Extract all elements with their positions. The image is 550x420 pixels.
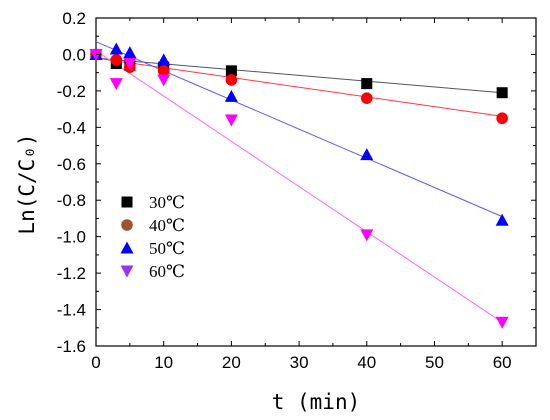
y-tick-label: -1.4 bbox=[57, 301, 86, 320]
data-point-series-3 bbox=[360, 148, 374, 161]
x-tick-label: 20 bbox=[222, 353, 241, 372]
y-tick-label: -0.4 bbox=[57, 118, 86, 137]
legend-marker-3 bbox=[120, 241, 134, 254]
data-point-series-2 bbox=[496, 112, 508, 125]
data-point-series-2 bbox=[360, 92, 373, 104]
y-tick-label: -1.6 bbox=[57, 337, 86, 356]
y-tick-label: -1.0 bbox=[57, 228, 86, 247]
legend-label-3: 50℃ bbox=[149, 239, 185, 258]
data-point-series-1 bbox=[225, 65, 237, 77]
data-point-series-2 bbox=[225, 74, 238, 86]
legend-label-1: 30℃ bbox=[149, 193, 185, 212]
y-tick-label: -1.2 bbox=[57, 264, 86, 283]
fit-line-series-4 bbox=[95, 50, 503, 323]
data-point-series-4 bbox=[495, 316, 509, 329]
legend: 30℃ 40℃ 50℃ 60℃ bbox=[120, 193, 185, 281]
x-tick-label: 0 bbox=[91, 353, 100, 372]
legend-label-2: 40℃ bbox=[149, 216, 185, 235]
data-point-series-4 bbox=[360, 229, 374, 242]
legend-marker-1 bbox=[121, 196, 133, 208]
data-point-series-4 bbox=[157, 74, 171, 87]
y-tick-label: -0.8 bbox=[57, 191, 86, 210]
data-point-series-4 bbox=[109, 78, 123, 91]
data-point-series-2 bbox=[110, 54, 123, 66]
data-point-series-3 bbox=[123, 46, 137, 59]
data-markers bbox=[89, 42, 509, 329]
data-point-series-2 bbox=[157, 65, 170, 77]
x-tick-label: 60 bbox=[493, 353, 512, 372]
data-point-series-3 bbox=[224, 89, 238, 102]
legend-marker-2 bbox=[121, 219, 133, 231]
x-axis-title: t (min) bbox=[272, 390, 361, 414]
data-point-series-4 bbox=[224, 114, 238, 127]
x-tick-label: 50 bbox=[425, 353, 444, 372]
y-tick-label: 0.2 bbox=[62, 9, 86, 28]
data-point-series-1 bbox=[496, 87, 508, 99]
x-tick-label: 30 bbox=[290, 353, 309, 372]
axis-ticks: 0 10 20 30 40 50 60 0.2 0.0 -0.2 -0.4 -0.6 -0.8 -1.0 -… bbox=[57, 9, 536, 372]
legend-marker-4 bbox=[120, 265, 134, 278]
data-point-series-4 bbox=[123, 58, 137, 71]
data-point-series-3 bbox=[109, 42, 123, 55]
y-tick-label: 0.0 bbox=[62, 45, 86, 64]
x-tick-label: 40 bbox=[357, 353, 376, 372]
fit-line-series-3 bbox=[95, 41, 503, 218]
data-point-series-3 bbox=[495, 213, 509, 226]
legend-label-4: 60℃ bbox=[149, 262, 185, 281]
x-tick-label: 10 bbox=[154, 353, 173, 372]
y-tick-label: -0.2 bbox=[57, 82, 86, 101]
y-tick-label: -0.6 bbox=[57, 155, 86, 174]
data-point-series-1 bbox=[361, 78, 373, 90]
data-point-series-3 bbox=[157, 53, 171, 66]
y-axis-title: Ln(C/C₀) bbox=[15, 133, 39, 234]
